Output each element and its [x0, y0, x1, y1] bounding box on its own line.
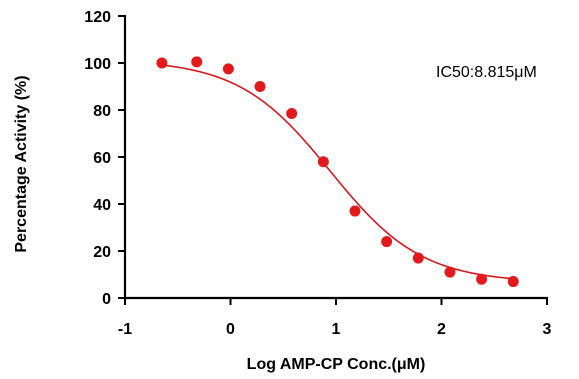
x-tick-label: 2	[437, 321, 446, 338]
data-point	[349, 205, 361, 217]
y-tick-label: 120	[84, 9, 111, 26]
data-point	[222, 63, 234, 75]
data-point	[317, 156, 329, 168]
y-tick-label: 40	[93, 197, 111, 214]
data-point	[156, 57, 168, 69]
y-ticks: 0 20 40 60 80 100 120	[84, 9, 125, 308]
x-tick-label: -1	[118, 321, 132, 338]
fit-curve	[161, 64, 514, 280]
data-point	[254, 81, 266, 92]
x-tick-label: 1	[332, 321, 341, 338]
x-axis-title: Log AMP-CP Conc.(μM)	[247, 356, 426, 373]
y-axis-title: Percentage Activity (%)	[13, 75, 30, 252]
fit-curve-layer	[161, 64, 514, 280]
data-point	[191, 56, 203, 68]
data-point	[476, 273, 488, 285]
data-point	[286, 108, 298, 120]
data-point	[412, 252, 424, 264]
data-point	[381, 236, 393, 248]
x-tick-label: 0	[226, 321, 235, 338]
data-point	[507, 276, 519, 288]
data-points-layer	[156, 56, 519, 288]
y-tick-label: 100	[84, 56, 111, 73]
y-tick-label: 20	[93, 244, 111, 261]
x-tick-label: 3	[543, 321, 552, 338]
axes-layer	[123, 15, 548, 300]
y-tick-label: 0	[102, 291, 111, 308]
x-ticks: -1 0 1 2 3	[118, 298, 552, 338]
ic50-annotation: IC50:8.815μM	[436, 64, 537, 81]
y-tick-label: 60	[93, 150, 111, 167]
data-point	[444, 266, 456, 278]
y-tick-label: 80	[93, 103, 111, 120]
